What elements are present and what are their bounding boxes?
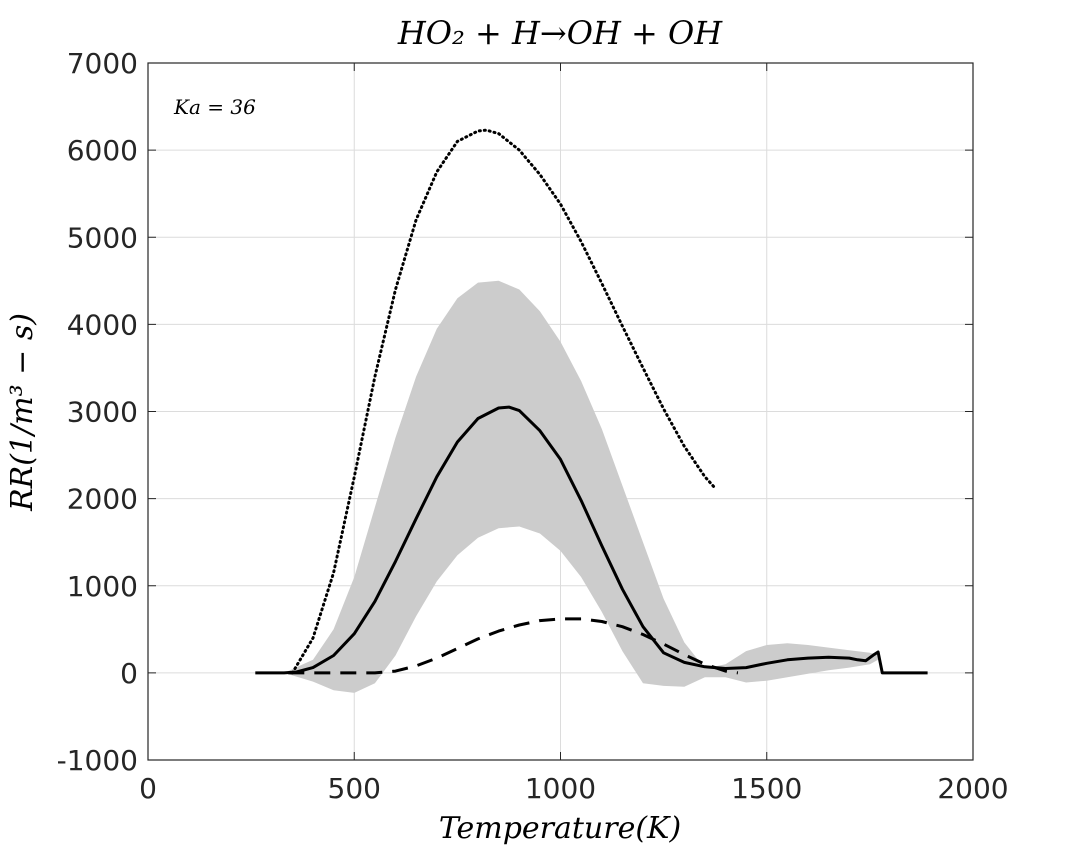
- x-tick-labels: 0 500 1000 1500 2000: [139, 772, 1009, 805]
- y-tick-label: 5000: [67, 221, 138, 254]
- x-tick-label: 0: [139, 772, 157, 805]
- y-tick-label: 2000: [67, 483, 138, 516]
- y-tick-label: 6000: [67, 134, 138, 167]
- solid-series-line: [255, 405, 928, 675]
- dotted-series-line: [290, 128, 717, 675]
- axes-frame: [147, 62, 974, 761]
- y-axis-label: RR(1/m³ − s): [5, 313, 40, 512]
- x-tick-label: 500: [328, 772, 381, 805]
- uncertainty-band: [255, 280, 879, 693]
- y-tick-label: 0: [120, 657, 138, 690]
- x-tick-label: 1500: [731, 772, 802, 805]
- y-tick-label: -1000: [57, 744, 138, 777]
- series-layer: [255, 128, 928, 675]
- y-tick-labels: -1000 0 1000 2000 3000 4000 5000 6000 7000: [57, 47, 138, 777]
- x-axis-label: Temperature(K): [439, 811, 681, 846]
- chart-title: HO₂ + H→OH + OH: [397, 14, 723, 52]
- band-layer: [255, 280, 879, 693]
- ka-annotation: Ka = 36: [173, 95, 256, 119]
- y-tick-label: 4000: [67, 308, 138, 341]
- y-tick-label: 3000: [67, 396, 138, 429]
- y-tick-label: 7000: [67, 47, 138, 80]
- x-tick-label: 1000: [525, 772, 596, 805]
- x-tick-label: 2000: [937, 772, 1008, 805]
- y-tick-label: 1000: [67, 570, 138, 603]
- dashed-series-line: [288, 617, 739, 675]
